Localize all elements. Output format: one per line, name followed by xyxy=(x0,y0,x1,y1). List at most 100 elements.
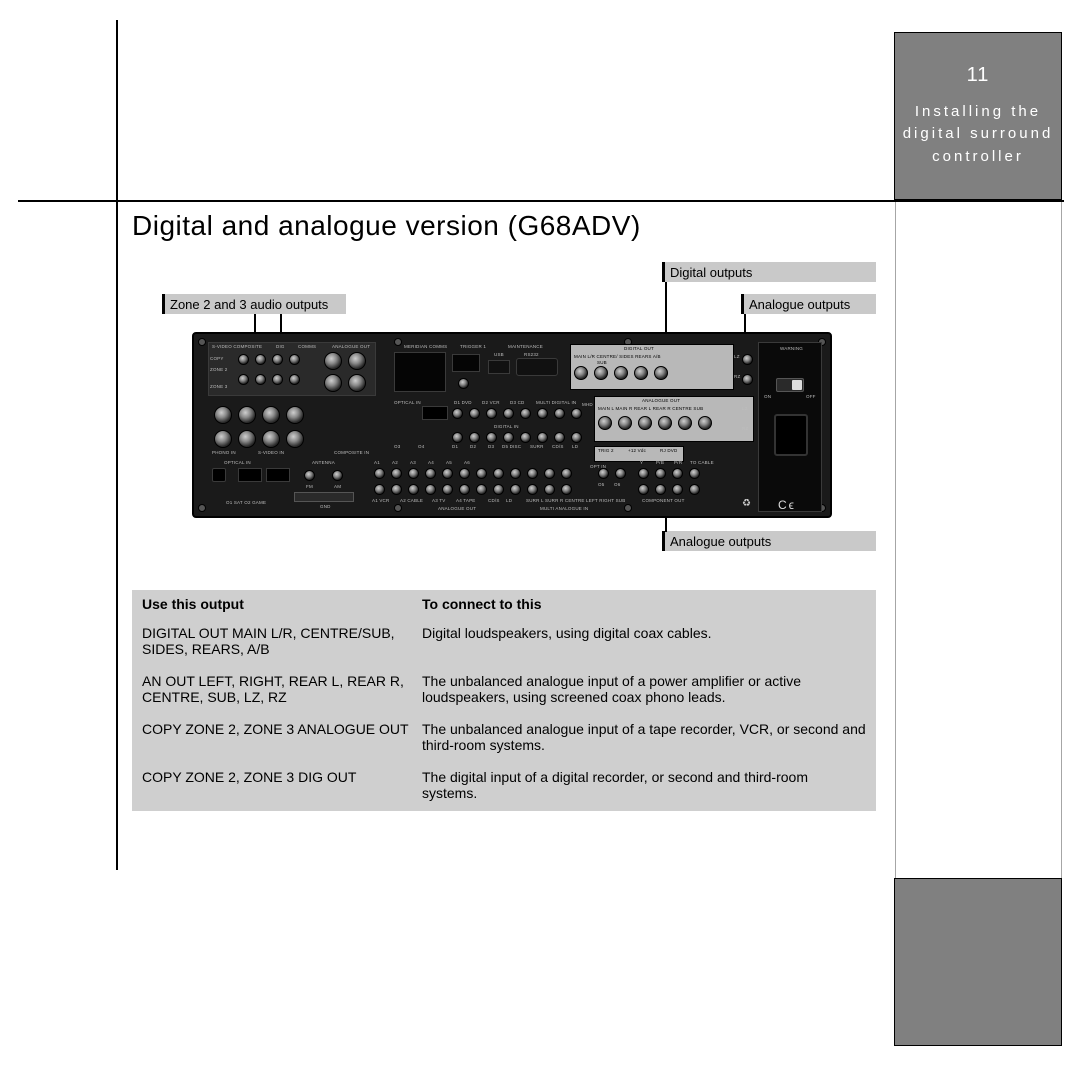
callout-analogue-outputs-bottom: Analogue outputs xyxy=(662,531,876,551)
panel-label: D3 CD xyxy=(510,400,525,405)
port-row xyxy=(598,468,626,479)
port xyxy=(742,354,753,365)
panel-label: S-VIDEO COMPOSITE xyxy=(212,344,262,349)
panel-label: RS232 xyxy=(524,352,539,357)
sidebar-footer-box xyxy=(894,878,1062,1046)
panel-label: TRIGGER 1 xyxy=(460,344,486,349)
table-cell: The unbalanced analogue input of a tape … xyxy=(422,721,866,753)
port-row xyxy=(374,484,572,495)
recycle-icon: ♻ xyxy=(742,498,751,509)
table-cell: COPY ZONE 2, ZONE 3 ANALOGUE OUT xyxy=(142,721,422,737)
optical-port xyxy=(238,468,262,482)
sidebar-caption: Installing the digital surround controll… xyxy=(903,101,1054,169)
panel-label: A6 xyxy=(464,460,470,465)
panel-label: A4 xyxy=(428,460,434,465)
table-cell: DIGITAL OUT MAIN L/R, CENTRE/SUB, SIDES,… xyxy=(142,625,422,657)
panel-label: PHONO IN xyxy=(212,450,236,455)
port xyxy=(304,470,315,481)
panel-label: AM xyxy=(334,484,341,489)
panel-label: O3 xyxy=(394,444,400,449)
sidebar-caption-line: Installing the xyxy=(915,103,1041,120)
table-row: DIGITAL OUT MAIN L/R, CENTRE/SUB, SIDES,… xyxy=(132,619,876,667)
port-row xyxy=(574,366,668,380)
port-row xyxy=(238,354,300,365)
sidebar-header-box: 11 Installing the digital surround contr… xyxy=(894,32,1062,200)
panel-label: ANTENNA xyxy=(312,460,335,465)
panel-label: ON xyxy=(764,394,771,399)
panel-label: MERIDIAN COMMS xyxy=(404,344,447,349)
panel-label: MAIN L/R CENTRE/ SIDES REARS A/B xyxy=(574,354,661,359)
port xyxy=(332,470,343,481)
callout-leader xyxy=(665,282,667,332)
port-row xyxy=(452,408,582,419)
panel-label: CD/S xyxy=(488,498,500,503)
panel-label: D2 xyxy=(470,444,476,449)
panel-label: ZONE 2 xyxy=(210,367,227,372)
panel-label: USB xyxy=(494,352,504,357)
table-row: COPY ZONE 2, ZONE 3 DIG OUT The digital … xyxy=(132,763,876,811)
panel-label: A1 VCR xyxy=(372,498,389,503)
panel-label: RJ DVD xyxy=(660,448,677,453)
diagram-area: Digital outputs Zone 2 and 3 audio outpu… xyxy=(132,256,876,586)
panel-label: FM xyxy=(306,484,313,489)
panel-label: LZ xyxy=(734,354,740,359)
table-cell: The digital input of a digital recorder,… xyxy=(422,769,866,801)
panel-label: WARNING xyxy=(780,346,803,351)
trigger-jack xyxy=(458,378,469,389)
port-row xyxy=(238,374,300,385)
panel-label: A5 xyxy=(446,460,452,465)
panel-label: D3 xyxy=(488,444,494,449)
sidebar-rule xyxy=(1061,202,1063,882)
panel-label: DIG xyxy=(276,344,285,349)
table-cell: Digital loudspeakers, using digital coax… xyxy=(422,625,866,641)
panel-label: A4 TAPE xyxy=(456,498,476,503)
port-row xyxy=(452,432,582,443)
table-header-cell: Use this output xyxy=(142,596,422,612)
table-cell: COPY ZONE 2, ZONE 3 DIG OUT xyxy=(142,769,422,785)
panel-label: MAIN L MAIN R REAR L REAR R CENTRE SUB xyxy=(598,406,703,411)
table-header: Use this output To connect to this xyxy=(132,590,876,619)
sidebar-caption-line: digital surround xyxy=(903,125,1054,142)
usb-port xyxy=(488,360,510,374)
panel-label: COMPOSITE IN xyxy=(334,450,369,455)
port-row xyxy=(324,374,366,392)
panel-label: A2 CABLE xyxy=(400,498,423,503)
table-cell: The unbalanced analogue input of a power… xyxy=(422,673,866,705)
panel-label: SURR L SURR R CENTRE LEFT RIGHT SUB xyxy=(526,498,625,503)
callout-leader xyxy=(254,314,256,334)
callout-zone-outputs: Zone 2 and 3 audio outputs xyxy=(162,294,346,314)
panel-label: RZ xyxy=(734,374,740,379)
sidebar-caption-line: controller xyxy=(932,148,1024,165)
callout-digital-outputs: Digital outputs xyxy=(662,262,876,282)
port-row xyxy=(374,468,572,479)
connection-table: Use this output To connect to this DIGIT… xyxy=(132,590,876,811)
ce-mark: Cϵ xyxy=(778,498,796,512)
panel-label: OFF xyxy=(806,394,816,399)
main-content: Digital and analogue version (G68ADV) Di… xyxy=(132,210,876,811)
port-row xyxy=(214,406,304,424)
optical-port xyxy=(266,468,290,482)
power-switch xyxy=(776,378,804,392)
panel-label: ANALOGUE OUT xyxy=(642,398,680,403)
page: 11 Installing the digital surround contr… xyxy=(0,0,1080,1080)
panel-label: D1 xyxy=(452,444,458,449)
port-row xyxy=(598,416,712,430)
screw-icon xyxy=(394,338,402,346)
gnd-terminal xyxy=(294,492,354,502)
panel-label: D1 DVD xyxy=(454,400,472,405)
port-row xyxy=(214,430,304,448)
panel-label: O1 SAT O2 GAME xyxy=(226,500,266,505)
panel-label: O4 xyxy=(418,444,424,449)
panel-label: COPY xyxy=(210,356,224,361)
callout-label: Analogue outputs xyxy=(670,534,771,549)
table-row: AN OUT LEFT, RIGHT, REAR L, REAR R, CENT… xyxy=(132,667,876,715)
comms-port xyxy=(394,352,446,392)
table-row: COPY ZONE 2, ZONE 3 ANALOGUE OUT The unb… xyxy=(132,715,876,763)
port-row xyxy=(638,468,700,479)
page-number: 11 xyxy=(967,64,990,87)
screw-icon xyxy=(624,504,632,512)
panel-label: MAINTENANCE xyxy=(508,344,543,349)
panel-label: RZ xyxy=(742,426,748,431)
section-title: Digital and analogue version (G68ADV) xyxy=(132,210,876,242)
panel-label: ANALOGUE OUT xyxy=(332,344,370,349)
